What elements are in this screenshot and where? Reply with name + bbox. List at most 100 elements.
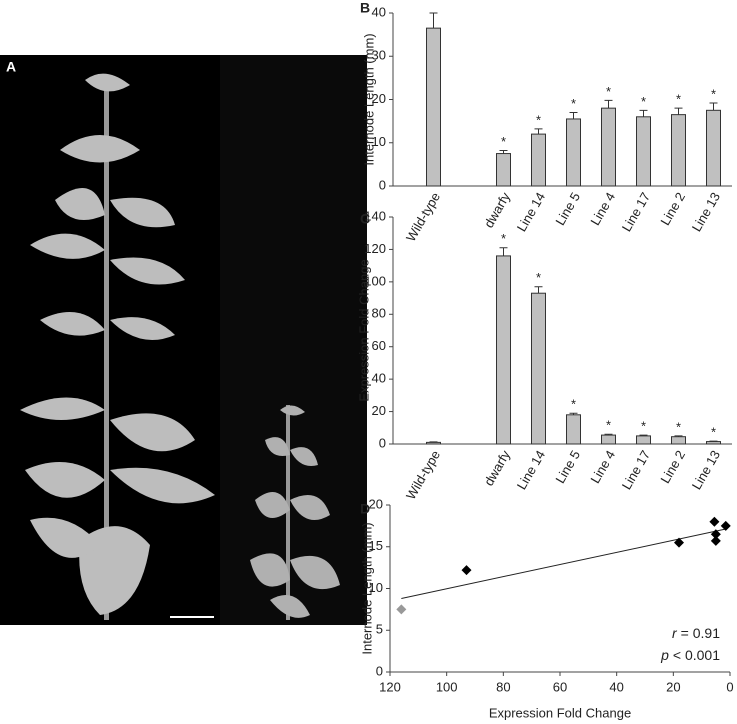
error-bar [639,434,648,436]
x-tick-label: Line 17 [619,448,653,492]
dwarf-plant [250,405,340,620]
y-tick-label: 40 [372,371,386,386]
x-tick-label: Line 14 [514,190,548,234]
bar [601,434,616,445]
y-tick-label: 5 [376,622,383,637]
bar [601,107,616,187]
p-symbol: p [660,647,669,663]
x-tick-label: Line 4 [587,190,618,228]
panel-label: B [360,0,370,16]
significance-marker: * [501,231,506,246]
x-tick-label: Wild-type [403,448,443,502]
x-tick-label: 0 [726,679,733,694]
x-tick-label: Line 13 [689,448,723,492]
bar [566,414,581,445]
error-bar [499,150,508,154]
point [709,516,720,527]
error-bar [429,12,438,29]
panel-label: C [360,211,370,227]
error-bar [534,128,543,135]
significance-marker: * [711,86,716,101]
error-bar [569,412,578,415]
trend-line [401,528,726,599]
panel-label: D [360,501,370,517]
significance-marker: * [536,112,541,127]
y-tick-label: 100 [364,273,386,288]
r-symbol: r [672,625,678,641]
x-tick-label: Line 2 [657,190,688,228]
significance-marker: * [711,425,716,440]
significance-marker: * [606,418,611,433]
x-tick-label: dwarfy [481,189,513,230]
x-tick-label: Line 5 [552,448,583,486]
p-annotation: p < 0.001 [660,647,720,663]
point [461,565,472,576]
error-bar [499,247,508,256]
y-tick-label: 15 [369,538,383,553]
y-axis-label: Internode Length (mm) [361,33,376,165]
bar [531,292,546,445]
point [720,520,731,531]
x-tick-label: Line 2 [657,448,688,486]
error-bar [534,286,543,294]
significance-marker: * [536,270,541,285]
photo-background-right [220,55,367,625]
y-tick-label: 60 [372,338,386,353]
bar [531,133,546,187]
y-tick-label: 10 [372,134,386,149]
error-bar [604,99,613,109]
y-tick-label: 140 [364,208,386,223]
x-tick-label: 60 [553,679,567,694]
x-tick-label: 40 [609,679,623,694]
point [710,535,721,546]
significance-marker: * [676,92,681,107]
y-tick-label: 40 [372,4,386,19]
x-tick-label: 80 [496,679,510,694]
y-tick-label: 20 [372,403,386,418]
x-tick-label: Line 17 [619,190,653,234]
error-bar [639,109,648,117]
point [674,537,684,548]
y-axis-label: Expression Fold Change [356,259,371,401]
y-tick-label: 0 [379,177,386,192]
bar [566,118,581,187]
point [710,529,721,540]
bar [636,116,651,187]
panel-label: A [6,59,16,75]
y-axis-label: Internode Length (mm) [359,522,374,654]
x-tick-label: 100 [436,679,458,694]
x-tick-label: Line 4 [587,448,618,486]
significance-marker: * [571,96,576,111]
point [396,604,407,615]
p-value: < 0.001 [673,647,720,663]
bar [426,27,441,187]
y-tick-label: 80 [372,306,386,321]
y-tick-label: 20 [369,496,383,511]
y-tick-label: 0 [379,435,386,450]
significance-marker: * [571,397,576,412]
significance-marker: * [641,94,646,109]
error-bar [604,433,613,436]
x-tick-label: Line 5 [552,190,583,228]
bar [706,441,721,445]
x-axis-label: Expression Fold Change [489,705,631,720]
r-annotation: r = 0.91 [672,625,720,641]
bar [496,153,511,187]
bar [671,114,686,187]
tall-plant [20,73,215,620]
x-tick-label: 120 [379,679,401,694]
significance-marker: * [606,84,611,99]
y-tick-label: 20 [372,91,386,106]
r-value: = 0.91 [681,625,721,641]
bar [496,255,511,445]
significance-marker: * [676,419,681,434]
error-bar [569,111,578,119]
bar [426,441,441,445]
x-tick-label: Line 14 [514,448,548,492]
error-bar [674,107,683,115]
y-tick-label: 30 [372,48,386,63]
x-tick-label: Line 13 [689,190,723,234]
x-tick-label: Wild-type [403,190,443,244]
error-bar [709,102,718,111]
